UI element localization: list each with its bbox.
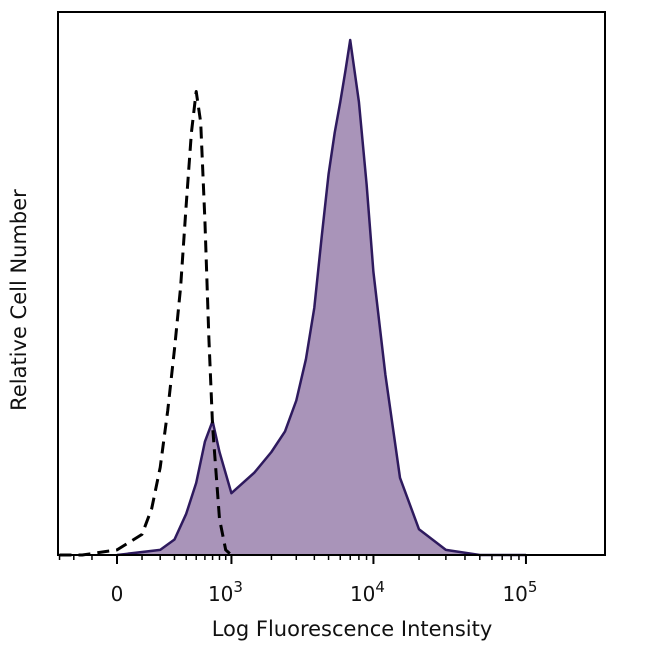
series-layer [59,38,526,557]
x-axis-label: Log Fluorescence Intensity [212,617,493,641]
x-tick-label: 105 [502,578,537,606]
x-tick-label: 103 [208,578,243,606]
x-axis-tick-labels: 0 103 104 105 [111,578,538,606]
filled-histogram-outline [116,38,526,557]
x-tick-label: 0 [111,582,124,606]
filled-histogram-area [117,40,526,555]
x-tick-label: 104 [350,578,385,606]
dashed-histogram-line [59,90,233,557]
plot-frame [57,11,606,556]
x-axis-ticks [58,555,527,564]
y-axis-label: Relative Cell Number [7,189,31,411]
